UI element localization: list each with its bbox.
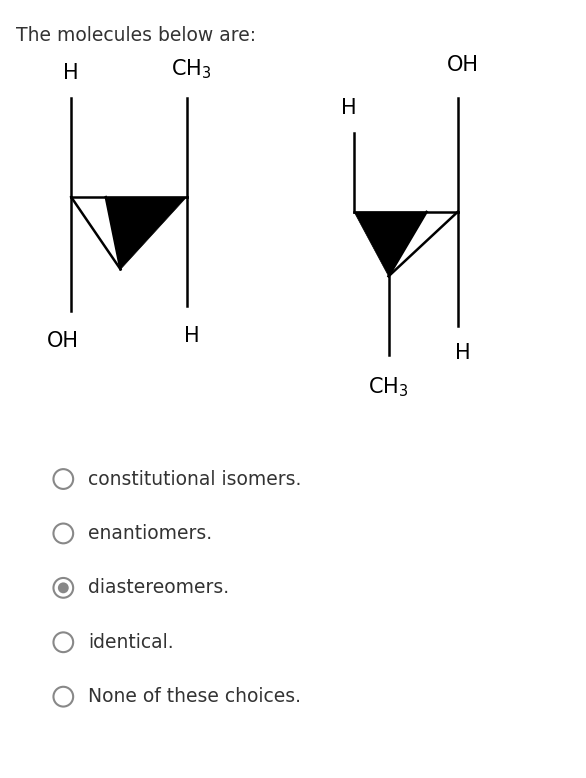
Polygon shape [354, 212, 427, 276]
Text: H: H [183, 326, 199, 345]
Text: The molecules below are:: The molecules below are: [16, 26, 256, 45]
Text: enantiomers.: enantiomers. [88, 524, 212, 543]
Text: diastereomers.: diastereomers. [88, 578, 229, 598]
Text: identical.: identical. [88, 633, 173, 652]
Text: CH$_3$: CH$_3$ [369, 375, 409, 399]
Text: constitutional isomers.: constitutional isomers. [88, 470, 301, 489]
Text: H: H [342, 98, 357, 118]
Text: H: H [63, 63, 79, 83]
Text: OH: OH [47, 331, 79, 351]
Circle shape [58, 583, 69, 594]
Polygon shape [106, 197, 186, 269]
Text: OH: OH [447, 55, 479, 75]
Text: H: H [455, 342, 471, 363]
Text: CH$_3$: CH$_3$ [171, 58, 212, 82]
Text: None of these choices.: None of these choices. [88, 687, 301, 706]
